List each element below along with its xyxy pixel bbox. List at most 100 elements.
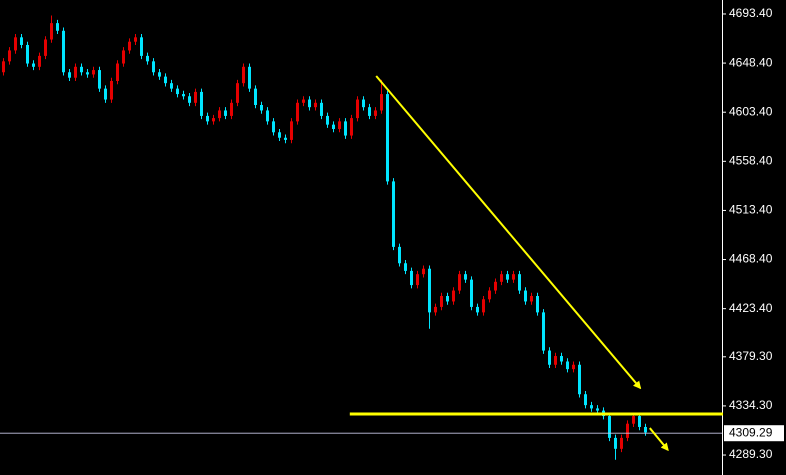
candle-body	[200, 91, 203, 116]
candle-body	[536, 296, 539, 313]
candle-body	[554, 356, 557, 365]
y-tick-label: 4334.30	[729, 398, 773, 412]
y-tick-label: 4379.30	[729, 349, 773, 363]
candle-body	[590, 405, 593, 409]
candle-body	[98, 70, 101, 89]
candle-body	[146, 55, 149, 62]
y-tick-label: 4603.40	[729, 104, 773, 118]
candle-body	[458, 274, 461, 291]
y-tick-label: 4648.40	[729, 55, 773, 69]
candle-body	[386, 94, 389, 182]
candle-body	[476, 306, 479, 313]
candle-body	[56, 23, 59, 31]
candle-body	[8, 50, 11, 62]
y-tick-label: 4289.30	[729, 447, 773, 461]
candle-body	[422, 268, 425, 275]
candle-body	[164, 76, 167, 84]
candle-body	[626, 423, 629, 438]
candle-body	[320, 102, 323, 116]
candle-body	[266, 110, 269, 122]
candle-body	[308, 99, 311, 108]
candle-body	[638, 416, 641, 427]
candle-body	[362, 99, 365, 108]
candle-body	[416, 274, 419, 286]
last-price-label: 4309.29	[729, 425, 773, 439]
candle-body	[494, 281, 497, 291]
candle-body	[404, 263, 407, 271]
candle-body	[290, 121, 293, 140]
candle-body	[140, 37, 143, 56]
candle-body	[206, 115, 209, 122]
candle-body	[248, 66, 251, 89]
y-tick-label: 4558.40	[729, 153, 773, 167]
candle-body	[20, 37, 23, 45]
candle-body	[464, 274, 467, 280]
candle-body	[296, 102, 299, 122]
candle-body	[38, 55, 41, 67]
candle-body	[194, 91, 197, 103]
candle-body	[176, 88, 179, 95]
candle-body	[524, 290, 527, 302]
candle-body	[566, 361, 569, 370]
last-price-box	[724, 425, 784, 442]
candle-body	[482, 299, 485, 313]
candle-body	[32, 63, 35, 67]
candle-body	[74, 66, 77, 78]
candle-body	[236, 83, 239, 103]
candle-body	[356, 99, 359, 119]
candle-body	[368, 107, 371, 116]
candle-body	[128, 41, 131, 51]
y-tick-label: 4468.40	[729, 252, 773, 266]
trend-arrow	[649, 427, 669, 452]
candle-body	[158, 72, 161, 77]
y-tick-label: 4423.40	[729, 301, 773, 315]
trend-arrow	[375, 75, 642, 390]
candle-body	[632, 416, 635, 424]
candle-body	[14, 37, 17, 51]
candle-body	[338, 121, 341, 130]
candle-body	[500, 274, 503, 282]
candle-body	[188, 96, 191, 103]
candle-body	[428, 268, 431, 313]
candle-body	[110, 80, 113, 100]
candle-body	[332, 124, 335, 130]
candle-body	[260, 104, 263, 111]
candle-body	[44, 39, 47, 56]
candle-body	[224, 110, 227, 116]
candle-body	[104, 88, 107, 100]
candle-body	[152, 61, 155, 73]
candle-body	[344, 121, 347, 136]
candle-body	[542, 312, 545, 351]
candle-body	[2, 61, 5, 73]
candle-body	[80, 66, 83, 73]
candle-body	[596, 408, 599, 411]
candle-body	[26, 44, 29, 64]
candle-body	[272, 121, 275, 133]
candle-body	[548, 350, 551, 365]
candle-body	[410, 270, 413, 286]
candle-body	[350, 118, 353, 136]
candle-body	[314, 102, 317, 108]
candle-body	[326, 115, 329, 125]
candle-body	[578, 364, 581, 395]
candle-body	[68, 72, 71, 78]
candle-body	[218, 110, 221, 119]
candle-body	[92, 70, 95, 75]
candle-body	[434, 306, 437, 313]
candle-body	[134, 37, 137, 42]
candle-body	[374, 110, 377, 116]
candle-body	[392, 181, 395, 247]
candle-body	[50, 23, 53, 40]
candle-body	[530, 296, 533, 302]
candle-body	[584, 394, 587, 406]
candle-body	[242, 66, 245, 84]
candle-body	[62, 30, 65, 73]
candle-body	[302, 99, 305, 103]
candle-body	[170, 83, 173, 89]
candle-body	[644, 426, 647, 433]
candle-body	[620, 437, 623, 449]
candle-body	[452, 290, 455, 302]
candle-body	[614, 437, 617, 449]
